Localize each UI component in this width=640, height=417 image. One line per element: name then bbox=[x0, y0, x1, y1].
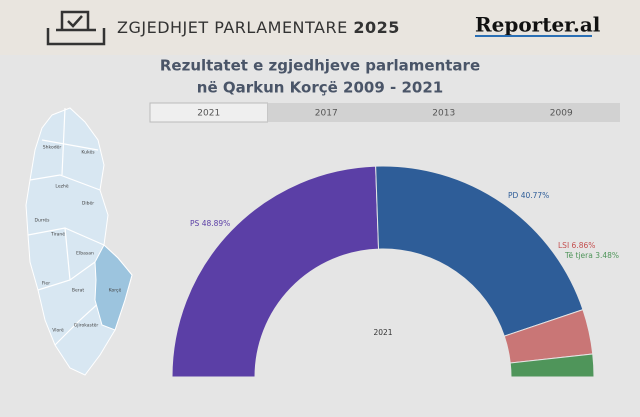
donut-segment[interactable] bbox=[509, 353, 595, 378]
region-border bbox=[61, 107, 66, 176]
header-bar bbox=[0, 0, 640, 55]
region-label[interactable]: Gjirokastër bbox=[74, 323, 99, 329]
label-value: 40.77% bbox=[521, 191, 550, 200]
data-label: PS 48.89% bbox=[190, 219, 230, 228]
region-label[interactable]: Kukës bbox=[81, 150, 95, 156]
region-label[interactable]: Dibër bbox=[82, 201, 94, 207]
tab-label[interactable]: 2021 bbox=[197, 109, 220, 119]
tab[interactable] bbox=[267, 103, 386, 122]
label-value: 6.86% bbox=[572, 241, 596, 250]
region-label[interactable]: Korçë bbox=[109, 288, 122, 294]
center-label: 2021 bbox=[373, 328, 392, 337]
label-name: PD bbox=[508, 191, 519, 200]
donut-segment[interactable] bbox=[375, 165, 584, 337]
region-border bbox=[29, 174, 101, 191]
region-label[interactable]: Shkodër bbox=[43, 145, 62, 151]
data-label: Të tjera 3.48% bbox=[564, 251, 619, 260]
region-label[interactable]: Durrës bbox=[35, 218, 51, 224]
tab-label[interactable]: 2009 bbox=[550, 109, 573, 119]
region-label[interactable]: Berat bbox=[72, 288, 84, 294]
tab[interactable] bbox=[385, 103, 503, 122]
region-label[interactable]: Fier bbox=[42, 281, 50, 287]
region-label[interactable]: Vlorë bbox=[52, 328, 64, 334]
ballot-icon bbox=[46, 10, 106, 46]
region-label[interactable]: Lezhë bbox=[55, 184, 68, 190]
label-name: LSI bbox=[558, 241, 569, 250]
region-label[interactable]: Tiranë bbox=[50, 232, 65, 238]
data-label: LSI 6.86% bbox=[558, 241, 595, 250]
chart-title: Rezultatet e zgjedhjeve parlamentare bbox=[160, 57, 480, 75]
tab-label[interactable]: 2017 bbox=[315, 109, 338, 119]
region-border bbox=[54, 299, 103, 346]
header-title: ZGJEDHJET PARLAMENTARE 2025 bbox=[117, 18, 400, 37]
tab-label[interactable]: 2013 bbox=[432, 109, 455, 119]
data-label: PD 40.77% bbox=[508, 191, 549, 200]
label-name: PS bbox=[190, 219, 200, 228]
logo[interactable]: Reporter.al bbox=[475, 13, 601, 37]
region-border bbox=[41, 139, 99, 151]
tab[interactable] bbox=[502, 103, 621, 122]
region-highlight[interactable] bbox=[94, 244, 133, 331]
map: Shkodër Kukës Lezhë Dibër Durrës Tiranë Elbasa… bbox=[25, 107, 133, 376]
region-border bbox=[64, 227, 71, 281]
label-value: 48.89% bbox=[202, 219, 231, 228]
label-name: Të tjera bbox=[564, 251, 593, 260]
label-value: 3.48% bbox=[595, 251, 619, 260]
region-label[interactable]: Elbasan bbox=[76, 251, 94, 257]
chart-subtitle: në Qarkun Korçë 2009 - 2021 bbox=[197, 79, 443, 97]
donut-segment[interactable] bbox=[171, 165, 380, 378]
